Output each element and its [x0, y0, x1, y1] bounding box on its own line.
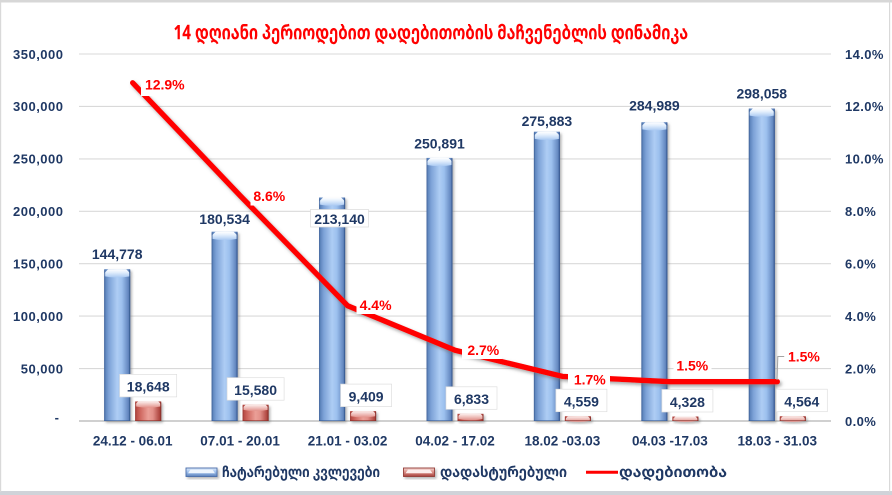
svg-text:12.9%: 12.9%: [145, 77, 185, 93]
svg-text:200,000: 200,000: [13, 204, 64, 219]
svg-text:8.6%: 8.6%: [253, 188, 285, 204]
svg-text:21.01 - 03.02: 21.01 - 03.02: [308, 433, 388, 448]
svg-text:2.0%: 2.0%: [845, 361, 876, 376]
svg-text:213,140: 213,140: [314, 211, 365, 227]
svg-text:24.12 - 06.01: 24.12 - 06.01: [93, 433, 173, 448]
svg-text:07.01 - 20.01: 07.01 - 20.01: [200, 433, 280, 448]
svg-text:8.0%: 8.0%: [845, 204, 876, 219]
svg-text:100,000: 100,000: [13, 309, 64, 324]
svg-text:4.0%: 4.0%: [845, 309, 876, 324]
svg-text:144,778: 144,778: [92, 246, 143, 262]
svg-text:1.5%: 1.5%: [676, 358, 708, 374]
svg-text:300,000: 300,000: [13, 99, 64, 114]
svg-text:10.0%: 10.0%: [845, 152, 884, 167]
svg-text:18.02 -03.03: 18.02 -03.03: [524, 433, 600, 448]
svg-text:0.0%: 0.0%: [845, 414, 876, 429]
svg-text:50,000: 50,000: [21, 361, 64, 376]
svg-text:4,559: 4,559: [564, 394, 599, 410]
svg-text:4.4%: 4.4%: [360, 297, 392, 313]
svg-text:180,534: 180,534: [199, 211, 250, 227]
svg-text:18,648: 18,648: [127, 379, 170, 395]
svg-text:275,883: 275,883: [522, 113, 573, 129]
svg-text:04.03 -17.03: 04.03 -17.03: [632, 433, 708, 448]
svg-text:4,328: 4,328: [670, 394, 705, 410]
svg-text:4,564: 4,564: [784, 394, 819, 410]
svg-text:350,000: 350,000: [13, 47, 64, 62]
svg-text:14.0%: 14.0%: [845, 47, 884, 62]
svg-text:18.03 - 31.03: 18.03 - 31.03: [738, 433, 818, 448]
svg-text:284,989: 284,989: [629, 98, 680, 114]
svg-text:2.7%: 2.7%: [467, 342, 499, 358]
svg-text:250,891: 250,891: [414, 135, 465, 151]
svg-text:6.0%: 6.0%: [845, 257, 876, 272]
svg-text:1.5%: 1.5%: [788, 348, 820, 364]
svg-text:04.02 - 17.02: 04.02 - 17.02: [415, 433, 495, 448]
svg-text:12.0%: 12.0%: [845, 99, 884, 114]
svg-text:6,833: 6,833: [454, 391, 489, 407]
svg-text:1.7%: 1.7%: [574, 372, 606, 388]
svg-text:150,000: 150,000: [13, 257, 64, 272]
svg-text:250,000: 250,000: [13, 152, 64, 167]
svg-text:9,409: 9,409: [349, 388, 384, 404]
svg-text:15,580: 15,580: [234, 382, 277, 398]
svg-text:-: -: [55, 410, 59, 425]
svg-text:298,058: 298,058: [736, 85, 787, 101]
